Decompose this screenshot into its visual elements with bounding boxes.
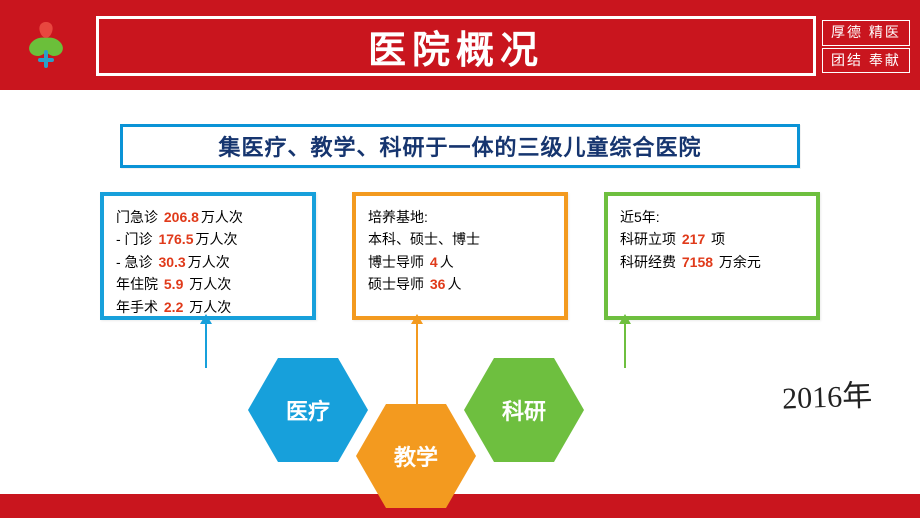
motto-block: 厚德 精医 团结 奉献 (822, 18, 910, 75)
header-bar: 医院概况 厚德 精医 团结 奉献 (0, 6, 920, 90)
hex-research: 科研 (464, 358, 584, 462)
info-box-research: 近5年:科研立项 217 项科研经费 7158 万余元 (604, 192, 820, 320)
hex-medical-label: 医疗 (286, 394, 330, 426)
arrow-teaching-icon (416, 322, 418, 408)
arrow-medical-icon (205, 322, 207, 368)
subheading-text: 集医疗、教学、科研于一体的三级儿童综合医院 (218, 130, 701, 162)
arrow-research-icon (624, 322, 626, 368)
title-box: 医院概况 (96, 16, 816, 76)
motto-line-2: 团结 奉献 (822, 48, 910, 74)
hospital-logo-icon (18, 16, 74, 72)
page-number: 5 (898, 476, 906, 492)
hex-teaching-label: 教学 (394, 440, 438, 472)
slide: 医院概况 厚德 精医 团结 奉献 集医疗、教学、科研于一体的三级儿童综合医院 门… (0, 0, 920, 518)
info-box-medical: 门急诊 206.8万人次- 门诊 176.5万人次- 急诊 30.3万人次年住院… (100, 192, 316, 320)
slide-title: 医院概况 (368, 19, 544, 74)
hex-research-label: 科研 (502, 394, 546, 426)
subheading-box: 集医疗、教学、科研于一体的三级儿童综合医院 (120, 124, 800, 168)
hex-medical: 医疗 (248, 358, 368, 462)
info-box-teaching: 培养基地: 本科、硕士、博士博士导师 4人硕士导师 36人 (352, 192, 568, 320)
year-label: 2016年 (781, 370, 872, 417)
motto-line-1: 厚德 精医 (822, 20, 910, 46)
hex-teaching: 教学 (356, 404, 476, 508)
